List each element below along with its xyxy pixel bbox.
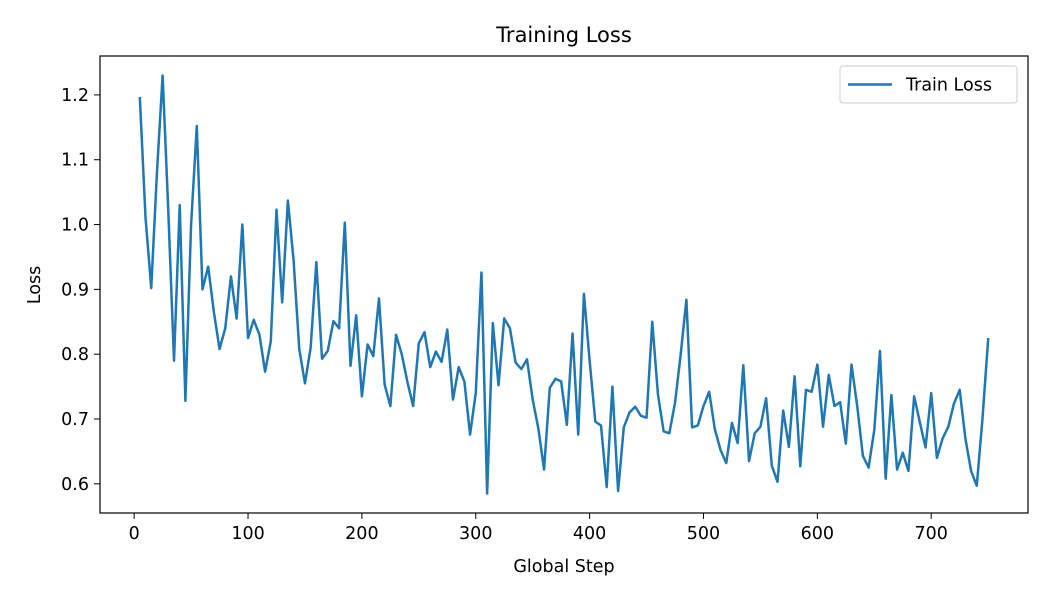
x-tick-label: 100 xyxy=(231,524,264,544)
chart-title: Training Loss xyxy=(495,23,632,47)
y-tick-label: 1.2 xyxy=(61,86,89,106)
y-axis: 0.6 0.7 0.8 0.9 1.0 1.1 1.2 xyxy=(61,86,100,495)
y-tick-label: 1.1 xyxy=(61,151,89,171)
x-tick-label: 200 xyxy=(345,524,378,544)
x-tick-label: 600 xyxy=(801,524,834,544)
series-layer xyxy=(138,74,990,495)
y-tick-label: 0.7 xyxy=(61,410,89,430)
legend-label-train-loss: Train Loss xyxy=(905,76,992,96)
y-tick-label: 1.0 xyxy=(61,216,89,236)
series-line-train-loss xyxy=(138,74,990,495)
legend: Train Loss xyxy=(839,65,1018,104)
x-axis: 0 100 200 300 400 500 600 700 xyxy=(129,513,948,544)
x-tick-label: 400 xyxy=(573,524,606,544)
x-tick-label: 300 xyxy=(459,524,492,544)
y-tick-label: 0.8 xyxy=(61,345,89,365)
y-tick-label: 0.6 xyxy=(61,475,89,495)
y-tick-label: 0.9 xyxy=(61,280,89,300)
y-axis-label: Loss xyxy=(25,266,45,304)
plot-area-frame xyxy=(99,55,1029,514)
x-tick-label: 0 xyxy=(129,524,140,544)
x-tick-label: 700 xyxy=(915,524,948,544)
x-axis-label: Global Step xyxy=(513,557,614,577)
x-tick-label: 500 xyxy=(687,524,720,544)
legend-box xyxy=(839,65,1018,104)
